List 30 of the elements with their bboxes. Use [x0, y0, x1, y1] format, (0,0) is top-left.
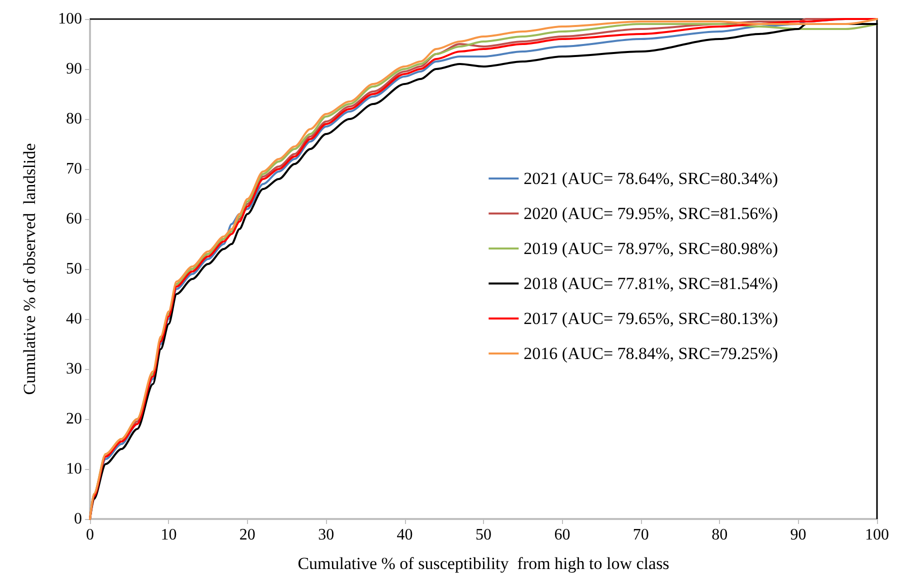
x-tick-label: 20 — [239, 526, 256, 544]
x-tick-label: 40 — [396, 526, 413, 544]
x-tick-label: 90 — [790, 526, 806, 544]
x-tick-label: 30 — [318, 526, 334, 544]
legend-label: 2019 (AUC= 78.97%, SRC=80.98%) — [524, 239, 778, 258]
y-tick-label: 40 — [66, 310, 82, 328]
y-tick-label: 10 — [66, 460, 82, 478]
x-tick-label: 60 — [554, 526, 570, 544]
x-axis-title: Cumulative % of susceptibility from high to low class — [298, 554, 670, 573]
x-tick-label: 70 — [632, 526, 649, 544]
y-tick-label: 30 — [66, 360, 82, 378]
legend-label: 2018 (AUC= 77.81%, SRC=81.54%) — [524, 274, 778, 293]
legend-label: 2016 (AUC= 78.84%, SRC=79.25%) — [524, 344, 778, 363]
legend-label: 2021 (AUC= 78.64%, SRC=80.34%) — [524, 169, 778, 188]
y-tick-label: 0 — [74, 510, 82, 528]
y-tick-label: 50 — [66, 260, 82, 278]
y-tick-label: 80 — [66, 110, 82, 128]
y-tick-label: 60 — [66, 210, 82, 228]
x-tick-label: 100 — [865, 526, 889, 544]
y-tick-label: 90 — [66, 60, 82, 78]
legend-label: 2017 (AUC= 79.65%, SRC=80.13%) — [524, 309, 778, 328]
y-tick-label: 100 — [58, 10, 82, 28]
y-tick-label: 20 — [66, 410, 82, 428]
x-tick-label: 50 — [476, 526, 492, 544]
y-axis-title: Cumulative % of observed landslide — [20, 143, 39, 395]
legend-label: 2020 (AUC= 79.95%, SRC=81.56%) — [524, 204, 778, 223]
x-tick-label: 10 — [160, 526, 177, 544]
y-tick-label: 70 — [66, 160, 82, 178]
x-tick-label: 80 — [712, 526, 728, 544]
x-tick-label: 0 — [86, 526, 94, 544]
